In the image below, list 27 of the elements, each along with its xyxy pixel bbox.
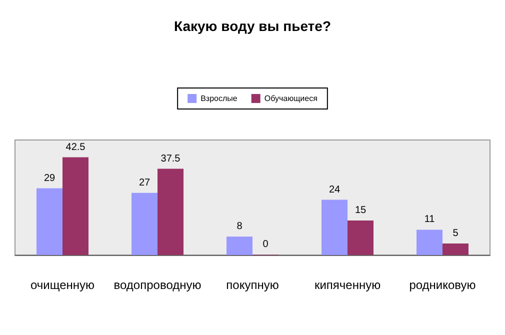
- bar: [416, 230, 442, 255]
- bar: [322, 200, 348, 255]
- data-label: 0: [262, 239, 269, 250]
- legend-label: Обучающиеся: [264, 94, 318, 103]
- data-label: 29: [44, 172, 56, 184]
- data-label: 42.5: [66, 142, 86, 153]
- bar: [226, 236, 252, 255]
- x-tick-label: родниковую: [409, 278, 476, 292]
- data-label: 37.5: [160, 153, 181, 164]
- bar: [442, 244, 468, 255]
- data-label: 5: [452, 228, 459, 239]
- data-label: 27: [138, 177, 150, 188]
- chart-title: Какую воду вы пьете?: [174, 18, 331, 34]
- bar: [158, 168, 184, 255]
- x-tick-label: покупную: [226, 278, 279, 292]
- x-tick-label: кипяченную: [314, 278, 381, 292]
- data-label: 24: [328, 184, 340, 196]
- data-label: 15: [354, 205, 366, 216]
- legend-label: Взрослые: [200, 94, 238, 103]
- data-label: 11: [424, 214, 436, 226]
- bar: [62, 157, 88, 255]
- bar: [36, 188, 62, 255]
- data-label: 8: [236, 221, 243, 232]
- bar: [132, 192, 158, 255]
- bar: [348, 220, 374, 255]
- x-tick-label: очищенную: [30, 278, 95, 292]
- x-tick-label: водопроводную: [114, 278, 202, 292]
